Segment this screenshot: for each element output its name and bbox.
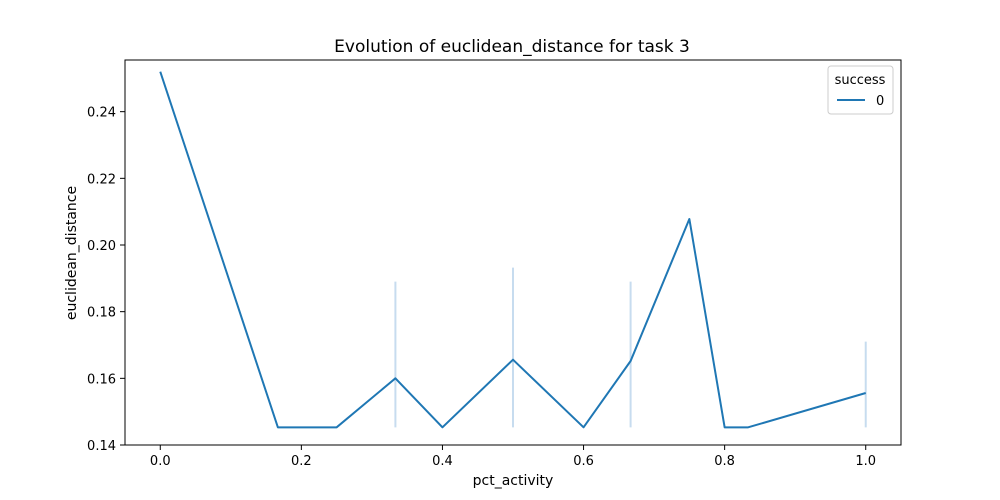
x-tick-label: 0.0: [150, 454, 171, 469]
legend-title: success: [835, 73, 886, 88]
plot-area: 0.0 0.2 0.4 0.6 0.8 1.0 0.14 0.16 0.18 0.20 0.22 0.…: [87, 59, 902, 469]
x-tick-label: 0.8: [714, 454, 735, 469]
y-tick-label: 0.20: [87, 239, 116, 254]
x-tick-label: 0.2: [291, 454, 312, 469]
x-axis-label: pct_activity: [473, 473, 554, 489]
legend-box: [827, 65, 894, 115]
y-tick-label: 0.24: [87, 106, 116, 121]
legend-entry-0: 0: [876, 94, 884, 109]
x-tick-label: 1.0: [855, 454, 876, 469]
y-axis-label: euclidean_distance: [64, 186, 80, 320]
legend: success 0: [827, 65, 894, 115]
x-tick-label: 0.6: [573, 454, 594, 469]
y-tick-label: 0.22: [87, 172, 116, 187]
y-tick-label: 0.16: [87, 372, 116, 387]
y-tick-label: 0.14: [87, 439, 116, 454]
chart-title: Evolution of euclidean_distance for task…: [334, 37, 690, 57]
plot-frame: [124, 59, 902, 446]
x-tick-label: 0.4: [432, 454, 453, 469]
y-tick-label: 0.18: [87, 306, 116, 321]
series-line-0: [159, 71, 867, 429]
